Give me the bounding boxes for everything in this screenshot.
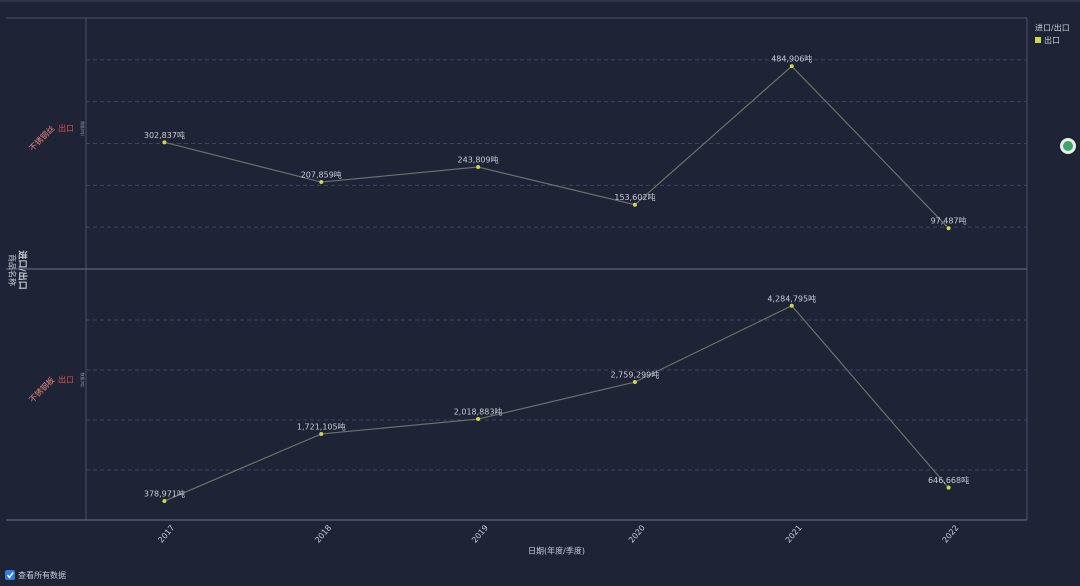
y-axis-label: 数量(吨) [80, 372, 86, 388]
checkbox[interactable] [5, 570, 15, 580]
value-label: 302,837吨 [144, 130, 185, 140]
point [632, 202, 637, 207]
value-label: 207,859吨 [301, 170, 342, 180]
x-axis-title: 日期(年度/季度) [528, 546, 585, 556]
left-subtitle: 进口/出口 [17, 250, 29, 289]
left-title: 商品名称 [8, 254, 18, 286]
series-label: 出口 [58, 123, 74, 133]
value-label: 243,809吨 [458, 155, 499, 165]
value-label: 2,018,883吨 [454, 407, 503, 417]
checkbox-label[interactable]: 查看所有数据 [18, 570, 66, 580]
series-label: 出口 [58, 375, 74, 385]
value-label: 1,721,105吨 [297, 421, 346, 431]
point [476, 417, 481, 422]
value-label: 153,602吨 [614, 192, 655, 202]
series-line [164, 65, 950, 229]
series-line [164, 305, 950, 502]
value-label: 2,759,299吨 [611, 370, 660, 380]
point [162, 140, 167, 145]
point [789, 303, 794, 308]
point [946, 226, 951, 231]
point [946, 485, 951, 490]
assistant-icon-inner [1063, 141, 1073, 151]
checkmark [6, 572, 14, 579]
legend-swatch [1035, 37, 1041, 43]
value-label: 378,971吨 [144, 489, 185, 499]
point [162, 499, 167, 504]
legend-entry: 出口 [1044, 35, 1060, 45]
legend-title: 进口/出口 [1035, 23, 1070, 33]
value-label: 484,906吨 [771, 54, 812, 64]
point [476, 165, 481, 170]
y-axis-label: 数量(吨) [80, 121, 86, 137]
point [319, 431, 324, 436]
value-label: 646,668吨 [928, 475, 969, 485]
point [632, 380, 637, 385]
point [789, 64, 794, 69]
value-label: 4,284,795吨 [767, 293, 816, 303]
point [319, 180, 324, 185]
value-label: 97,487吨 [931, 216, 967, 226]
